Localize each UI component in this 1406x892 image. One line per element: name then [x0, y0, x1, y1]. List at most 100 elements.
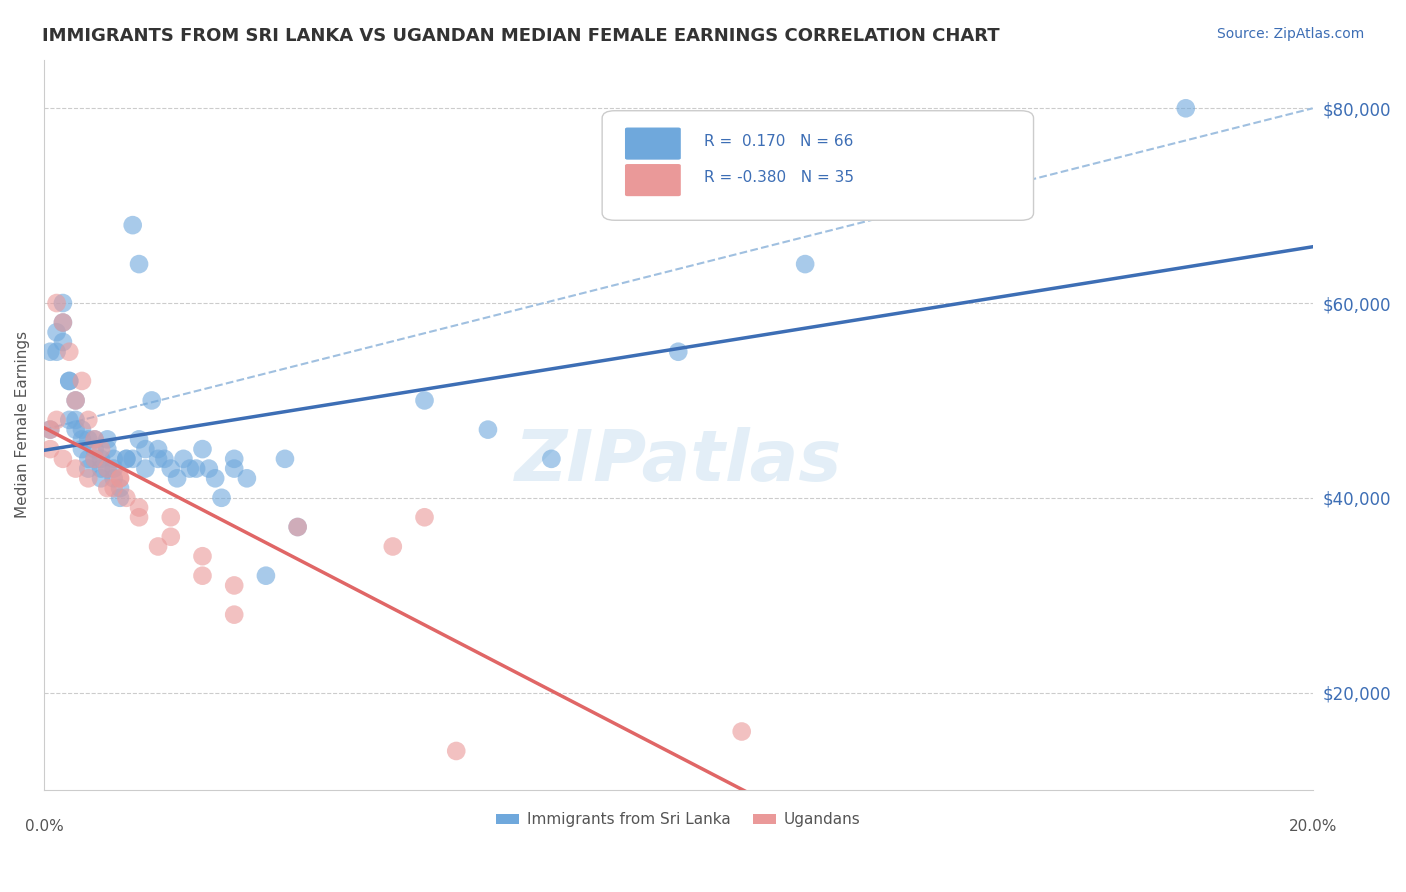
Text: R = -0.380   N = 35: R = -0.380 N = 35 [703, 170, 853, 186]
Point [191, 568, 214, 582]
FancyBboxPatch shape [626, 164, 681, 196]
Point [477, 423, 499, 437]
Point [159, 510, 181, 524]
Text: 0.0%: 0.0% [24, 819, 63, 834]
Point [146, 451, 169, 466]
Point [96, 433, 118, 447]
Point [166, 471, 188, 485]
Point [70, 433, 93, 447]
Point [77, 471, 100, 485]
Point [381, 540, 404, 554]
Point [52, 316, 75, 330]
Point [153, 451, 176, 466]
Point [83, 433, 105, 447]
Point [45, 325, 67, 339]
Point [52, 451, 75, 466]
Point [186, 461, 208, 475]
Point [128, 433, 150, 447]
Point [58, 374, 80, 388]
Point [224, 461, 246, 475]
Point [287, 520, 309, 534]
Point [224, 451, 246, 466]
Point [128, 510, 150, 524]
Point [83, 451, 105, 466]
Point [90, 442, 112, 456]
Point [39, 344, 62, 359]
Point [77, 461, 100, 475]
Point [287, 520, 309, 534]
Point [77, 451, 100, 466]
Point [90, 451, 112, 466]
Legend: Immigrants from Sri Lanka, Ugandans: Immigrants from Sri Lanka, Ugandans [489, 806, 866, 833]
Point [70, 423, 93, 437]
Point [274, 451, 297, 466]
Point [90, 461, 112, 475]
Point [65, 423, 87, 437]
Point [159, 530, 181, 544]
Point [96, 442, 118, 456]
Point [58, 413, 80, 427]
Text: Source: ZipAtlas.com: Source: ZipAtlas.com [1216, 27, 1364, 41]
Point [121, 451, 143, 466]
Point [39, 442, 62, 456]
Point [731, 724, 754, 739]
Point [103, 481, 125, 495]
Point [45, 296, 67, 310]
Point [83, 451, 105, 466]
Point [172, 451, 194, 466]
Text: 20.0%: 20.0% [1288, 819, 1337, 834]
Point [191, 549, 214, 564]
Point [65, 393, 87, 408]
Point [236, 471, 259, 485]
Point [159, 461, 181, 475]
Point [413, 393, 436, 408]
Point [444, 744, 467, 758]
Point [90, 471, 112, 485]
Point [52, 316, 75, 330]
Point [146, 442, 169, 456]
Point [77, 433, 100, 447]
Point [96, 461, 118, 475]
Point [191, 442, 214, 456]
Point [146, 540, 169, 554]
Point [254, 568, 277, 582]
Text: IMMIGRANTS FROM SRI LANKA VS UGANDAN MEDIAN FEMALE EARNINGS CORRELATION CHART: IMMIGRANTS FROM SRI LANKA VS UGANDAN MED… [42, 27, 1000, 45]
Point [96, 481, 118, 495]
Point [58, 374, 80, 388]
Point [224, 578, 246, 592]
Point [108, 481, 131, 495]
Text: ZIPatlas: ZIPatlas [515, 426, 842, 496]
Point [103, 451, 125, 466]
Point [83, 442, 105, 456]
Point [540, 451, 562, 466]
Point [204, 471, 226, 485]
Point [211, 491, 233, 505]
Point [121, 218, 143, 232]
Text: R =  0.170   N = 66: R = 0.170 N = 66 [703, 134, 853, 149]
Point [65, 413, 87, 427]
Point [83, 433, 105, 447]
Point [103, 471, 125, 485]
Point [39, 423, 62, 437]
Point [115, 451, 138, 466]
Point [134, 461, 156, 475]
Point [45, 413, 67, 427]
Point [45, 344, 67, 359]
Point [96, 461, 118, 475]
Point [198, 461, 221, 475]
Point [794, 257, 817, 271]
Point [128, 257, 150, 271]
Point [1174, 101, 1197, 115]
Y-axis label: Median Female Earnings: Median Female Earnings [15, 331, 30, 518]
Point [70, 442, 93, 456]
Point [134, 442, 156, 456]
Point [58, 344, 80, 359]
Point [179, 461, 201, 475]
Point [70, 374, 93, 388]
Point [666, 344, 689, 359]
Point [128, 500, 150, 515]
Point [103, 461, 125, 475]
Point [39, 423, 62, 437]
Point [77, 413, 100, 427]
Point [65, 393, 87, 408]
